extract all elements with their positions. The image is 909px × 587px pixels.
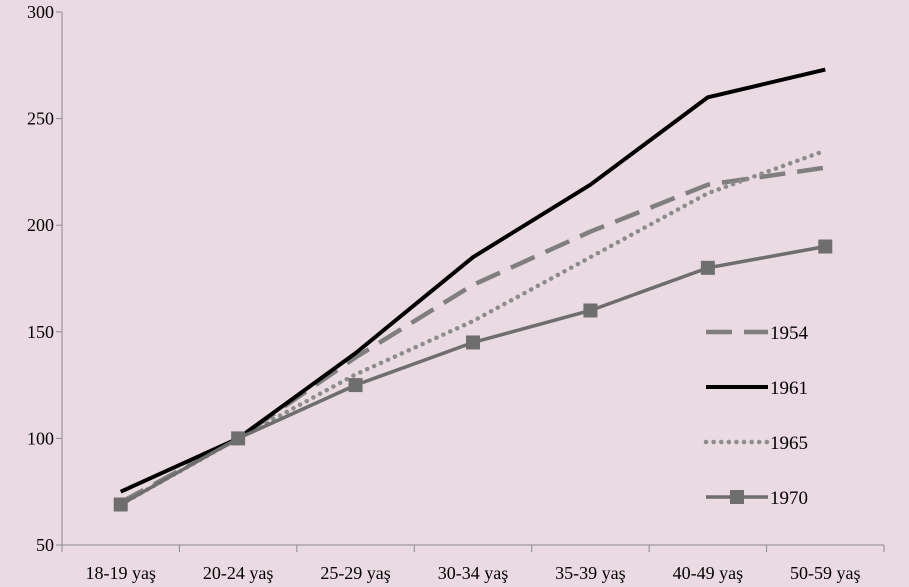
x-tick-label: 25-29 yaş	[320, 563, 391, 583]
series-layer	[113, 67, 833, 512]
legend: 1954 1961 1965 1970	[703, 323, 809, 509]
series-line-1954	[119, 165, 826, 505]
series-marker-1970	[700, 260, 715, 275]
series-marker-1970	[113, 497, 128, 512]
series-1970	[113, 239, 833, 512]
series-line-1970	[119, 244, 826, 507]
x-tick-label: 20-24 yaş	[203, 563, 274, 583]
axes	[56, 11, 885, 552]
x-tick-label: 30-34 yaş	[438, 563, 509, 583]
series-marker-1970	[466, 335, 480, 350]
legend-label-1961: 1961	[770, 378, 808, 399]
legend-item-1954: 1954	[706, 323, 809, 344]
series-1954	[119, 165, 826, 505]
y-tick-label: 300	[27, 2, 54, 22]
series-marker-1970	[818, 239, 833, 254]
legend-item-1965: 1965	[703, 433, 808, 454]
x-axis-tick-labels: 18-19 yaş 20-24 yaş 25-29 yaş 30-34 yaş 35-3…	[85, 563, 860, 583]
legend-label-1954: 1954	[770, 323, 809, 344]
y-axis-tick-labels: 50 100 150 200 250 300	[27, 2, 54, 555]
series-marker-1970	[348, 378, 363, 393]
y-tick-label: 200	[27, 215, 54, 235]
y-tick-label: 250	[27, 109, 54, 129]
legend-label-1970: 1970	[770, 488, 808, 509]
y-tick-label: 100	[27, 428, 54, 448]
series-1961	[119, 67, 826, 494]
series-line-1961	[119, 67, 826, 494]
series-marker-1970	[231, 431, 246, 446]
series-line-1965	[118, 148, 828, 507]
y-tick-label: 150	[27, 322, 54, 342]
x-tick-label: 50-59 yaş	[790, 563, 861, 583]
series-1965	[118, 148, 828, 507]
legend-item-1961: 1961	[706, 378, 808, 399]
y-tick-label: 50	[36, 535, 54, 555]
series-marker-1970	[583, 303, 598, 318]
legend-item-1970: 1970	[706, 488, 808, 509]
legend-marker-1970	[730, 490, 744, 504]
x-tick-label: 40-49 yaş	[673, 563, 744, 583]
x-tick-label: 18-19 yaş	[85, 563, 156, 583]
x-tick-label: 35-39 yaş	[555, 563, 626, 583]
legend-label-1965: 1965	[770, 433, 808, 454]
